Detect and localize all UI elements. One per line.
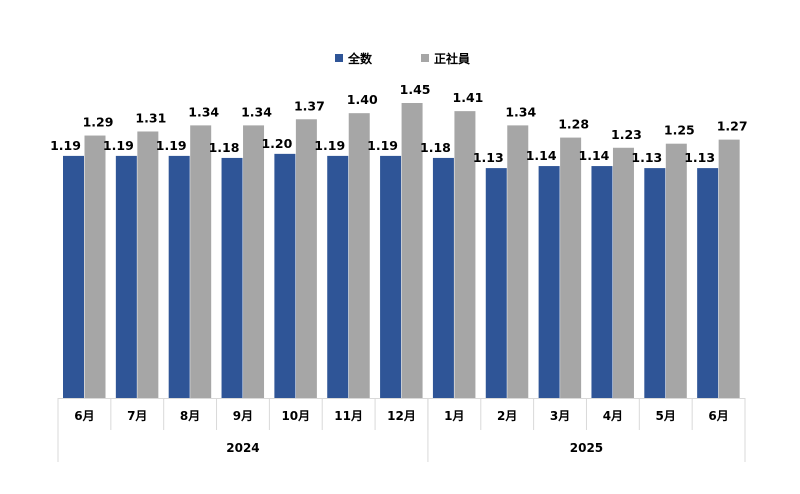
value-label-series-0-9: 1.14 — [526, 148, 557, 163]
value-label-series-1-10: 1.23 — [611, 127, 642, 142]
value-label-series-1-1: 1.31 — [135, 110, 166, 125]
bar-series-0-1 — [115, 155, 137, 398]
bar-series-1-4 — [295, 119, 317, 398]
value-label-series-0-8: 1.13 — [473, 150, 504, 165]
value-label-series-1-0: 1.29 — [83, 115, 114, 130]
bar-series-0-9 — [538, 166, 560, 398]
legend-label-series-1: 正社員 — [434, 51, 470, 66]
value-labels-layer: 1.191.291.191.311.191.341.181.341.201.37… — [50, 82, 747, 165]
value-label-series-0-11: 1.13 — [631, 150, 662, 165]
value-label-series-0-5: 1.19 — [314, 138, 345, 153]
bar-series-0-3 — [221, 157, 243, 398]
x-tick-label-12: 6月 — [708, 409, 728, 423]
x-tick-label-4: 10月 — [281, 409, 310, 423]
bar-series-1-9 — [560, 137, 582, 398]
bar-series-0-0 — [63, 155, 84, 398]
bar-series-1-1 — [137, 131, 159, 398]
bar-series-0-2 — [168, 155, 190, 398]
x-tick-label-6: 12月 — [387, 409, 416, 423]
legend-swatch-series-0 — [335, 54, 343, 62]
value-label-series-1-2: 1.34 — [188, 104, 219, 119]
bar-series-0-4 — [274, 153, 296, 398]
bar-series-1-0 — [84, 135, 106, 398]
legend-label-series-0: 全数 — [347, 51, 373, 66]
value-label-series-1-5: 1.40 — [347, 92, 378, 107]
bar-series-1-5 — [348, 113, 370, 398]
group-label-1: 2025 — [570, 441, 603, 455]
bar-series-0-5 — [327, 155, 349, 398]
value-label-series-0-3: 1.18 — [209, 140, 240, 155]
value-label-series-1-12: 1.27 — [717, 119, 748, 134]
x-tick-label-3: 9月 — [233, 409, 253, 423]
bar-series-1-11 — [665, 143, 687, 398]
value-label-series-0-1: 1.19 — [103, 138, 134, 153]
bar-series-0-11 — [644, 168, 666, 398]
value-label-series-1-8: 1.34 — [505, 104, 536, 119]
x-tick-label-0: 6月 — [74, 409, 94, 423]
x-tick-label-10: 4月 — [603, 409, 623, 423]
category-axis: 6月 7月 8月 9月 10月 11月 12月 1月 2月 3月 4月 5月 6月 2024 2025 — [57, 398, 746, 462]
bar-series-1-12 — [718, 139, 740, 398]
bar-series-1-2 — [190, 125, 212, 399]
bar-series-0-8 — [485, 168, 507, 398]
x-tick-label-2: 8月 — [180, 409, 200, 423]
x-tick-label-1: 7月 — [127, 409, 147, 423]
value-label-series-0-2: 1.19 — [156, 138, 187, 153]
bar-series-0-12 — [697, 168, 719, 398]
bar-series-0-6 — [380, 155, 402, 398]
value-label-series-0-0: 1.19 — [50, 138, 81, 153]
bar-series-1-8 — [507, 125, 529, 399]
value-label-series-1-6: 1.45 — [400, 82, 431, 97]
bar-series-1-3 — [243, 125, 265, 399]
value-label-series-0-4: 1.20 — [261, 136, 292, 151]
value-label-series-1-7: 1.41 — [453, 90, 484, 105]
value-label-series-1-4: 1.37 — [294, 98, 325, 113]
value-label-series-0-6: 1.19 — [367, 138, 398, 153]
bar-series-1-7 — [454, 111, 476, 398]
value-label-series-0-10: 1.14 — [579, 148, 610, 163]
x-tick-label-7: 1月 — [444, 409, 464, 423]
x-tick-label-8: 2月 — [497, 409, 517, 423]
x-tick-label-5: 11月 — [334, 409, 363, 423]
value-label-series-1-3: 1.34 — [241, 104, 272, 119]
legend: 全数 正社員 — [335, 51, 470, 66]
bars-layer — [63, 103, 740, 399]
x-tick-label-9: 3月 — [550, 409, 570, 423]
bar-series-1-10 — [612, 147, 634, 398]
bar-series-0-7 — [432, 157, 454, 398]
value-label-series-1-9: 1.28 — [558, 117, 589, 132]
value-label-series-0-7: 1.18 — [420, 140, 451, 155]
value-label-series-1-11: 1.25 — [664, 123, 695, 138]
legend-swatch-series-1 — [421, 54, 429, 62]
bar-series-0-10 — [591, 166, 613, 398]
x-tick-label-11: 5月 — [656, 409, 676, 423]
bar-series-1-6 — [401, 103, 423, 398]
value-label-series-0-12: 1.13 — [684, 150, 715, 165]
group-label-0: 2024 — [226, 441, 259, 455]
